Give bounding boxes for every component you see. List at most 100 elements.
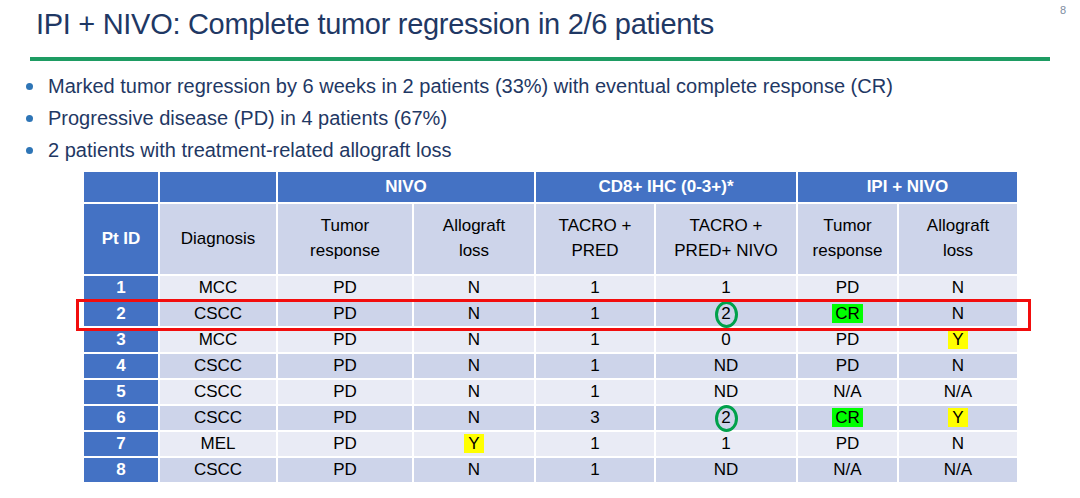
table-cell: PD xyxy=(278,432,412,456)
green-circled-value: 2 xyxy=(715,301,738,328)
pt-id-cell: 1 xyxy=(84,276,158,300)
pt-id-cell: 8 xyxy=(84,458,158,482)
group-header-cd8-ihc-0-3: CD8+ IHC (0-3+)* xyxy=(536,172,796,202)
table-cell: PD xyxy=(798,328,897,352)
green-circled-value: 2 xyxy=(715,405,738,432)
bullet-text: 2 patients with treatment-related allogr… xyxy=(48,139,452,161)
column-header-pt-id: Pt ID xyxy=(84,204,158,274)
table-cell: CSCC xyxy=(160,302,276,326)
table-cell: PD xyxy=(798,354,897,378)
table-cell: N xyxy=(414,380,534,404)
table-cell: N/A xyxy=(798,380,897,404)
green-highlighted-value: CR xyxy=(832,304,863,323)
table-cell: CR xyxy=(798,406,897,430)
table-cell: N xyxy=(899,276,1017,300)
table-row-2: 2CSCCPDN12CRN xyxy=(84,302,1017,326)
table-cell: CSCC xyxy=(160,380,276,404)
table-cell: PD xyxy=(278,328,412,352)
table-cell: MCC xyxy=(160,276,276,300)
bullet-list: Marked tumor regression by 6 weeks in 2 … xyxy=(22,74,1042,170)
yellow-highlighted-value: Y xyxy=(464,434,483,453)
table-row-1: 1MCCPDN11PDN xyxy=(84,276,1017,300)
table-cell: ND xyxy=(656,380,796,404)
column-header-allograft-loss: Allograft loss xyxy=(899,204,1017,274)
table-cell: 2 xyxy=(656,302,796,326)
slide-title: IPI + NIVO: Complete tumor regression in… xyxy=(36,8,714,41)
table-cell: N xyxy=(414,458,534,482)
table-cell: N xyxy=(414,328,534,352)
table-cell: N xyxy=(414,406,534,430)
table-cell: N xyxy=(899,354,1017,378)
pt-id-cell: 3 xyxy=(84,328,158,352)
column-header-allograft-loss: Allograft loss xyxy=(414,204,534,274)
table-cell: N/A xyxy=(899,458,1017,482)
table-cell: PD xyxy=(278,276,412,300)
table-cell: ND xyxy=(656,458,796,482)
bullet-text: Progressive disease (PD) in 4 patients (… xyxy=(48,107,447,129)
green-highlighted-value: CR xyxy=(832,408,863,427)
table-cell: 1 xyxy=(536,276,654,300)
table-cell: 2 xyxy=(656,406,796,430)
table-row-3: 3MCCPDN10PDY xyxy=(84,328,1017,352)
bullet-text: Marked tumor regression by 6 weeks in 2 … xyxy=(48,75,893,97)
group-header-nivo: NIVO xyxy=(278,172,534,202)
table-cell: 1 xyxy=(656,432,796,456)
table-cell: N xyxy=(899,432,1017,456)
table-cell: N/A xyxy=(798,458,897,482)
table-cell: 1 xyxy=(536,302,654,326)
group-header-ipi-nivo: IPI + NIVO xyxy=(798,172,1017,202)
table-cell: 1 xyxy=(656,276,796,300)
bullet-item: Progressive disease (PD) in 4 patients (… xyxy=(22,106,1042,131)
table-cell: CSCC xyxy=(160,406,276,430)
pt-id-cell: 7 xyxy=(84,432,158,456)
bullet-dot-icon xyxy=(26,147,33,154)
table-cell: N xyxy=(414,302,534,326)
slide: { "slide_number": "8", "title": "IPI + N… xyxy=(0,0,1080,498)
slide-page-number: 8 xyxy=(1060,4,1066,16)
pt-id-cell: 6 xyxy=(84,406,158,430)
patient-table-container: NIVOCD8+ IHC (0-3+)*IPI + NIVO Pt IDDiag… xyxy=(82,170,1019,484)
table-row-5: 5CSCCPDN1NDN/AN/A xyxy=(84,380,1017,404)
table-cell: 1 xyxy=(536,432,654,456)
pt-id-cell: 5 xyxy=(84,380,158,404)
table-cell: CSCC xyxy=(160,354,276,378)
table-cell: PD xyxy=(278,406,412,430)
bullet-item: 2 patients with treatment-related allogr… xyxy=(22,138,1042,163)
table-row-4: 4CSCCPDN1NDPDN xyxy=(84,354,1017,378)
table-group-header-row: NIVOCD8+ IHC (0-3+)*IPI + NIVO xyxy=(84,172,1017,202)
pt-id-cell: 4 xyxy=(84,354,158,378)
table-cell: N xyxy=(899,302,1017,326)
column-header-tumor-response: Tumor response xyxy=(278,204,412,274)
table-cell: ND xyxy=(656,354,796,378)
table-cell: CSCC xyxy=(160,458,276,482)
bullet-item: Marked tumor regression by 6 weeks in 2 … xyxy=(22,74,1042,99)
table-cell: Y xyxy=(899,328,1017,352)
table-cell: Y xyxy=(414,432,534,456)
pt-id-cell: 2 xyxy=(84,302,158,326)
group-header-empty xyxy=(160,172,276,202)
table-cell: Y xyxy=(899,406,1017,430)
column-header-tacro-pred: TACRO + PRED xyxy=(536,204,654,274)
table-cell: PD xyxy=(278,302,412,326)
table-row-7: 7MELPDY11PDN xyxy=(84,432,1017,456)
table-cell: CR xyxy=(798,302,897,326)
table-cell: PD xyxy=(278,354,412,378)
table-cell: 0 xyxy=(656,328,796,352)
table-cell: 1 xyxy=(536,328,654,352)
table-row-8: 8CSCCPDN1NDN/AN/A xyxy=(84,458,1017,482)
title-underline xyxy=(30,57,1050,61)
column-header-tumor-response: Tumor response xyxy=(798,204,897,274)
table-cell: 1 xyxy=(536,380,654,404)
table-cell: PD xyxy=(278,458,412,482)
table-cell: PD xyxy=(278,380,412,404)
table-cell: N xyxy=(414,276,534,300)
patient-results-table: NIVOCD8+ IHC (0-3+)*IPI + NIVO Pt IDDiag… xyxy=(82,170,1019,484)
table-cell: PD xyxy=(798,432,897,456)
group-header-empty xyxy=(84,172,158,202)
column-header-diagnosis: Diagnosis xyxy=(160,204,276,274)
table-row-6: 6CSCCPDN3 2 CR Y xyxy=(84,406,1017,430)
bullet-dot-icon xyxy=(26,83,33,90)
bullet-dot-icon xyxy=(26,115,33,122)
table-cell: PD xyxy=(798,276,897,300)
table-cell: 3 xyxy=(536,406,654,430)
